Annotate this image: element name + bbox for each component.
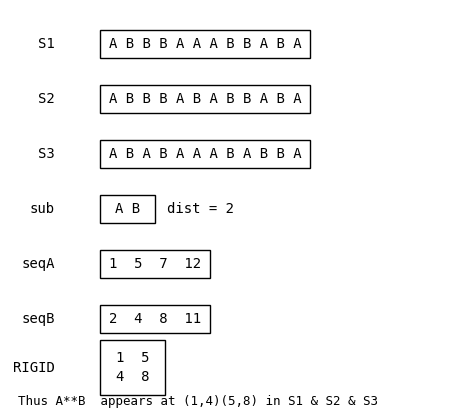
Text: dist = 2: dist = 2 — [167, 202, 234, 216]
FancyBboxPatch shape — [100, 250, 210, 278]
FancyBboxPatch shape — [100, 85, 310, 113]
Text: seqB: seqB — [22, 312, 55, 326]
FancyBboxPatch shape — [100, 195, 155, 223]
Text: A B A B A A A B A B B A: A B A B A A A B A B B A — [109, 147, 301, 161]
Text: Thus A**B  appears at (1,4)(5,8) in S1 & S2 & S3: Thus A**B appears at (1,4)(5,8) in S1 & … — [18, 395, 378, 408]
FancyBboxPatch shape — [100, 140, 310, 168]
Text: RIGID: RIGID — [13, 360, 55, 375]
Text: S2: S2 — [38, 92, 55, 106]
Text: seqA: seqA — [22, 257, 55, 271]
Text: 2  4  8  11: 2 4 8 11 — [109, 312, 201, 326]
Text: sub: sub — [30, 202, 55, 216]
Text: A B B B A A A B B A B A: A B B B A A A B B A B A — [109, 37, 301, 51]
FancyBboxPatch shape — [100, 340, 165, 395]
Text: A B: A B — [115, 202, 140, 216]
FancyBboxPatch shape — [100, 305, 210, 333]
Text: S1: S1 — [38, 37, 55, 51]
Text: S3: S3 — [38, 147, 55, 161]
Text: A B B B A B A B B A B A: A B B B A B A B B A B A — [109, 92, 301, 106]
Text: 1  5  7  12: 1 5 7 12 — [109, 257, 201, 271]
Text: 1  5
4  8: 1 5 4 8 — [116, 351, 149, 384]
FancyBboxPatch shape — [100, 30, 310, 58]
